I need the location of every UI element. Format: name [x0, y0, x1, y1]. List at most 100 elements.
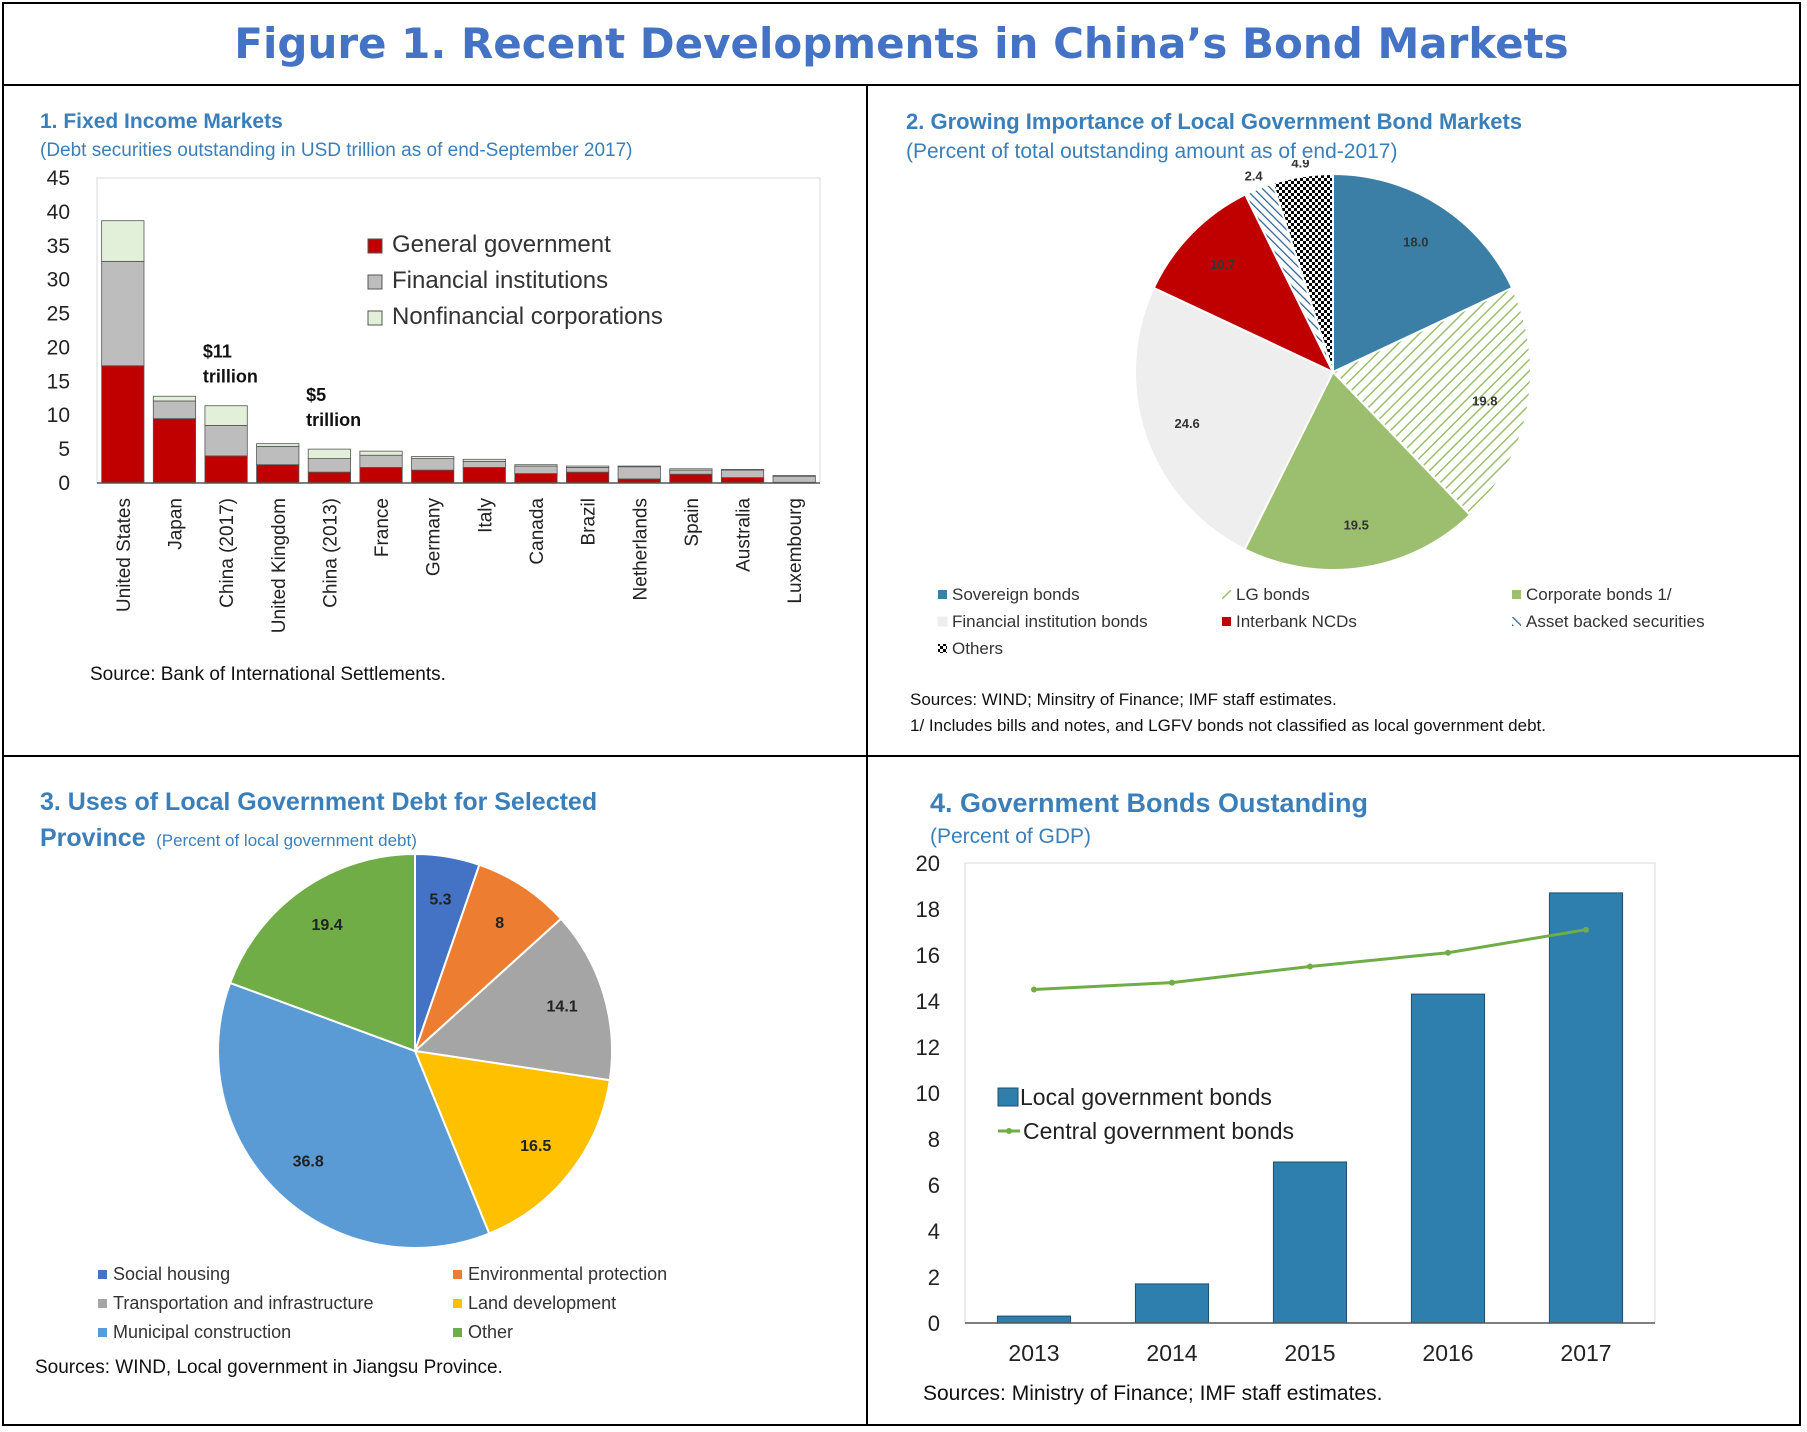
figure-title: Figure 1. Recent Developments in China’s… — [234, 19, 1569, 68]
legend-label: LG bonds — [1236, 585, 1310, 604]
y-tick-label: 12 — [916, 1035, 940, 1060]
x-tick-label: Italy — [475, 498, 496, 533]
bar-financial-institutions — [359, 454, 403, 468]
x-tick-label: Brazil — [579, 498, 600, 546]
bar-financial-institutions — [617, 466, 661, 480]
slice-label: 14.1 — [547, 999, 578, 1016]
legend-swatch — [453, 1270, 462, 1279]
y-tick-label: 0 — [928, 1311, 940, 1336]
x-tick-label: Netherlands — [630, 498, 651, 600]
panel4-subtitle: (Percent of GDP) — [930, 825, 1092, 848]
bar-local-government-bonds — [1410, 993, 1486, 1324]
bar-nonfinancial-corporations — [462, 458, 506, 462]
y-tick-label: 8 — [928, 1127, 940, 1152]
slice-label: 18.0 — [1403, 235, 1428, 250]
bar-financial-institutions — [514, 465, 558, 474]
panel4-title: 4. Government Bonds Oustanding — [930, 788, 1369, 818]
panel4-chart: 0 2 4 6 8 10 12 14 16 18 20 2013 2014 2015 2016 2017 Loc… — [916, 851, 1656, 1366]
bar-general-government — [152, 418, 197, 484]
annotation-value: $5 — [306, 385, 326, 405]
bar-financial-institutions — [256, 445, 300, 466]
panel3-slice-municipal-construction — [217, 981, 491, 1249]
bar-nonfinancial-corporations — [101, 220, 145, 262]
legend-swatch — [1512, 617, 1521, 626]
y-tick-label: 4 — [928, 1219, 940, 1244]
bar-financial-institutions — [772, 475, 816, 483]
bar-nonfinancial-corporations — [411, 456, 455, 460]
legend-label: Local government bonds — [1020, 1084, 1272, 1110]
x-tick-label: Spain — [682, 498, 703, 547]
slice-label: 10.7 — [1210, 257, 1235, 272]
bar-financial-institutions — [669, 469, 713, 475]
x-tick-label: 2015 — [1284, 1340, 1335, 1366]
legend-label: Others — [952, 639, 1003, 658]
bar-general-government — [256, 464, 300, 484]
annotation-value: $11 — [203, 342, 232, 362]
x-tick-label: 2016 — [1422, 1340, 1473, 1366]
legend-swatch — [453, 1328, 462, 1337]
panel3-source: Sources: WIND, Local government in Jiang… — [35, 1357, 503, 1378]
x-tick-label: Canada — [527, 498, 548, 565]
legend-label: Land development — [468, 1293, 616, 1313]
legend-label: Other — [468, 1322, 513, 1340]
legend-swatch — [367, 274, 383, 290]
annotation-unit: trillion — [203, 367, 258, 387]
legend-label: Interbank NCDs — [1236, 612, 1357, 631]
panel2-source-1: Sources: WIND; Minsitry of Finance; IMF … — [910, 690, 1337, 709]
bar-nonfinancial-corporations — [617, 465, 661, 468]
bar-general-government — [720, 477, 765, 484]
bar-local-government-bonds — [1272, 1161, 1348, 1324]
y-tick-label: 10 — [916, 1081, 940, 1106]
bar-financial-institutions — [566, 467, 610, 473]
slice-label: 19.4 — [312, 917, 343, 934]
bar-general-government — [307, 471, 351, 484]
bar-nonfinancial-corporations — [566, 465, 610, 468]
bar-general-government — [359, 467, 403, 484]
bar-financial-institutions — [101, 260, 145, 367]
panel1-source: Source: Bank of International Settlement… — [90, 664, 446, 685]
legend-label: Nonfinancial corporations — [392, 303, 663, 330]
x-tick-label: China (2013) — [320, 498, 341, 608]
y-tick-label: 25 — [47, 303, 70, 326]
panel2-slice-lg-bonds — [1331, 286, 1532, 517]
figure-title-bar: Figure 1. Recent Developments in China’s… — [2, 2, 1801, 86]
panel2-slice-sovereign-bonds — [1332, 172, 1514, 374]
panel2-slice-corporate-bonds-1 — [1243, 370, 1472, 571]
panel3-slice-environmental-protection — [414, 863, 563, 1052]
panel4-source: Sources: Ministry of Finance; IMF staff … — [923, 1382, 1383, 1405]
legend-swatch — [1512, 590, 1521, 599]
legend-swatch — [98, 1328, 107, 1337]
panel2-subtitle: (Percent of total outstanding amount as … — [906, 140, 1398, 163]
bar-nonfinancial-corporations — [204, 405, 248, 426]
y-tick-label: 14 — [916, 989, 940, 1014]
point-central-government-bonds — [1031, 986, 1037, 993]
bar-nonfinancial-corporations — [514, 464, 558, 467]
bar-general-government — [101, 365, 145, 484]
bar-nonfinancial-corporations — [669, 468, 713, 471]
x-tick-label: 2013 — [1008, 1340, 1059, 1366]
slice-label: 4.9 — [1291, 160, 1309, 171]
bar-local-government-bonds — [1548, 892, 1624, 1324]
x-tick-label: United Kingdom — [269, 498, 290, 633]
bar-nonfinancial-corporations — [307, 448, 351, 460]
point-central-government-bonds — [1445, 949, 1451, 956]
legend-label: General government — [392, 231, 611, 258]
bar-nonfinancial-corporations — [256, 443, 300, 447]
annotation-unit: trillion — [306, 410, 361, 430]
x-tick-label: Australia — [734, 498, 755, 572]
panel3-subtitle: (Percent of local government debt) — [156, 831, 417, 850]
y-tick-label: 45 — [47, 167, 70, 190]
point-central-government-bonds — [1169, 979, 1175, 986]
panel1-title: 1. Fixed Income Markets — [40, 110, 283, 133]
legend-label: Sovereign bonds — [952, 585, 1080, 604]
legend-label: Central government bonds — [1023, 1118, 1294, 1144]
panel3-chart: 5.3 8 14.1 16.5 36.8 19.4 Social housing Enviro… — [98, 852, 667, 1340]
legend-swatch — [1006, 1128, 1012, 1134]
panel2-chart: 18.0 19.8 19.5 24.6 10.7 2.4 4.9 Sovereign bond… — [937, 160, 1705, 658]
y-tick-label: 30 — [47, 269, 70, 292]
bar-financial-institutions — [307, 458, 351, 473]
bar-general-government — [204, 455, 248, 484]
slice-label: 16.5 — [520, 1138, 551, 1155]
y-tick-label: 18 — [916, 897, 940, 922]
